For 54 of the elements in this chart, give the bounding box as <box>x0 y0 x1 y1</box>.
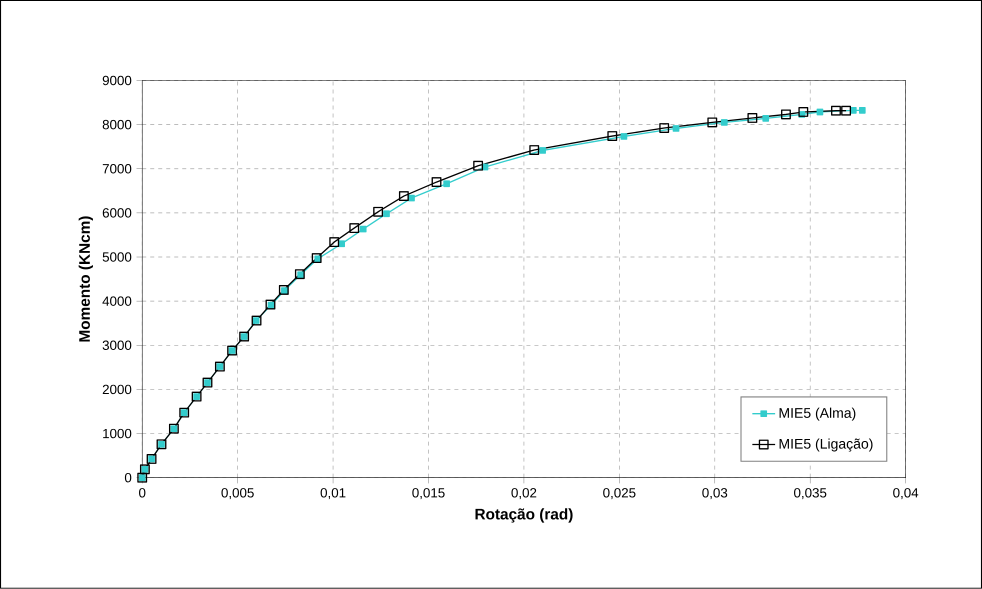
x-tick-label: 0,03 <box>702 488 728 500</box>
point <box>781 110 791 120</box>
point <box>620 133 628 140</box>
point <box>539 147 546 154</box>
x-tick-label: 0,025 <box>603 488 636 500</box>
point <box>798 107 808 118</box>
point <box>607 131 618 142</box>
legend-label: MIE5 (Alma) <box>780 408 856 421</box>
point <box>278 285 289 295</box>
point <box>360 226 367 233</box>
point <box>762 115 770 122</box>
point <box>349 223 360 234</box>
point <box>329 237 340 248</box>
y-tick-label: 6000 <box>102 208 132 218</box>
y-tick-label: 5000 <box>102 252 132 262</box>
y-tick-label: 3000 <box>102 340 132 350</box>
point <box>858 107 866 114</box>
point <box>443 180 450 188</box>
y-tick-label: 8000 <box>102 120 132 130</box>
x-tick-label: 0 <box>139 488 146 498</box>
point <box>432 177 442 188</box>
point <box>720 119 728 126</box>
point <box>373 206 384 217</box>
y-tick-label: 4000 <box>102 296 132 306</box>
point <box>312 253 322 264</box>
point <box>659 123 670 134</box>
point <box>281 287 288 294</box>
y-axis-title: Momento (KNcm) <box>78 216 93 342</box>
point <box>672 125 680 132</box>
point <box>816 108 824 116</box>
point <box>747 113 758 124</box>
y-tick-label: 9000 <box>102 76 132 86</box>
x-tick-label: 0,035 <box>794 488 826 500</box>
y-tick-label: 2000 <box>102 384 132 394</box>
point <box>831 106 841 116</box>
point <box>408 194 415 202</box>
x-tick-label: 0,015 <box>412 488 445 500</box>
point <box>383 210 390 218</box>
y-tick-label: 0 <box>124 473 132 483</box>
point <box>398 191 409 202</box>
y-tick-label: 7000 <box>102 164 132 174</box>
point <box>294 269 305 280</box>
point <box>529 145 540 156</box>
x-tick-label: 0,005 <box>221 488 254 500</box>
x-tick-label: 0,01 <box>320 488 346 500</box>
point <box>707 118 718 128</box>
x-axis-title: Rotação (rad) <box>476 508 573 523</box>
point <box>841 106 852 116</box>
y-tick-label: 1000 <box>103 428 132 438</box>
point <box>473 160 484 171</box>
x-tick-label: 0,04 <box>893 488 918 500</box>
legend-label: MIE5 (Ligação) <box>780 438 873 452</box>
x-tick-label: 0,02 <box>511 488 536 500</box>
point <box>338 240 345 248</box>
